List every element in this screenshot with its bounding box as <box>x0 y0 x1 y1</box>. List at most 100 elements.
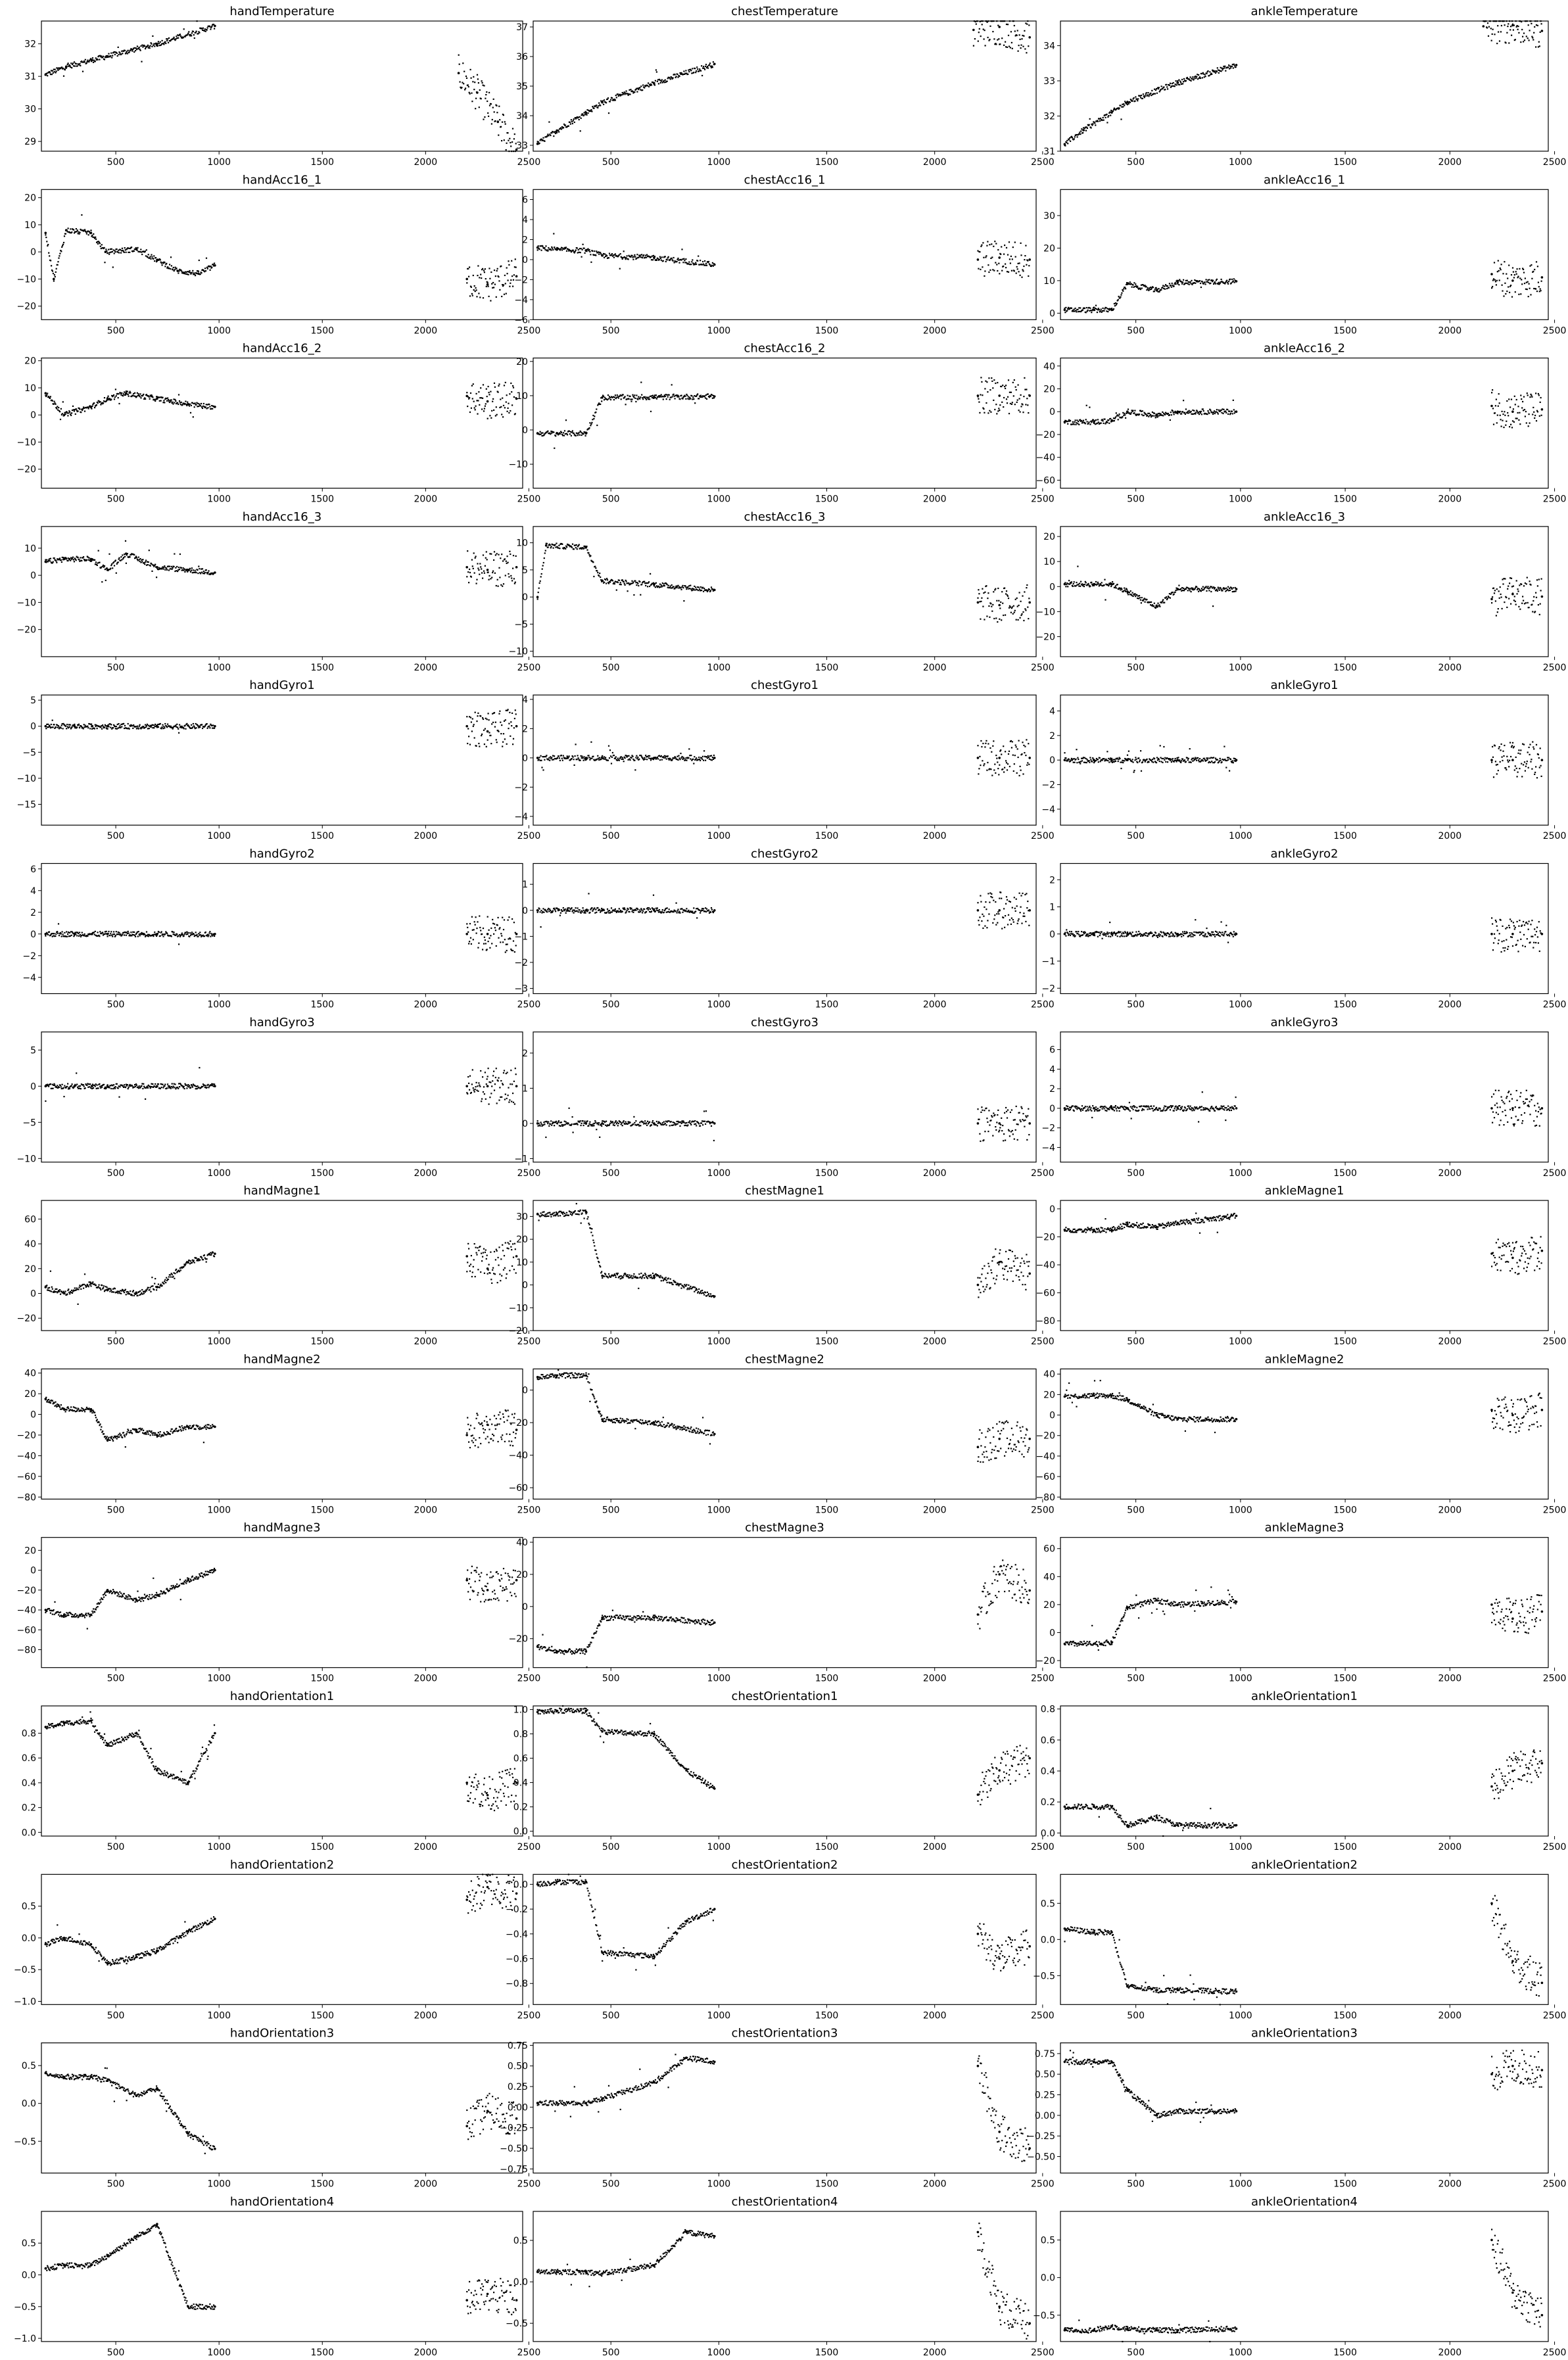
data-point <box>92 61 95 63</box>
data-point <box>1009 606 1011 608</box>
data-point <box>91 405 93 408</box>
data-point <box>664 395 666 398</box>
y-tick-label: 20 <box>1043 532 1055 542</box>
data-point <box>72 559 74 561</box>
data-point <box>506 267 508 269</box>
data-point <box>1001 591 1003 593</box>
data-point <box>551 132 553 134</box>
x-tick-label: 1500 <box>310 157 334 168</box>
data-point <box>1088 124 1090 126</box>
x-tick-label: 1500 <box>1333 663 1357 673</box>
data-point <box>697 68 699 70</box>
data-point <box>1518 293 1520 295</box>
data-point <box>1514 291 1516 293</box>
data-point <box>636 257 638 259</box>
data-point <box>1191 283 1193 285</box>
data-point <box>1493 262 1496 264</box>
data-point <box>1003 614 1005 617</box>
data-point <box>587 248 589 250</box>
data-point <box>663 80 665 82</box>
data-points <box>44 214 518 302</box>
data-point <box>995 588 997 590</box>
x-tick-label: 1500 <box>815 325 839 336</box>
data-point <box>81 214 83 216</box>
data-point <box>699 588 701 590</box>
data-point <box>208 570 210 572</box>
data-point <box>475 582 477 584</box>
data-point <box>71 726 73 728</box>
data-point <box>172 266 174 269</box>
data-point <box>565 247 567 248</box>
data-point <box>1076 422 1078 424</box>
data-point <box>490 390 492 392</box>
data-point <box>1211 279 1213 281</box>
data-point <box>51 70 53 72</box>
data-point <box>979 251 981 253</box>
data-point <box>83 556 85 558</box>
data-point <box>469 716 471 718</box>
data-points <box>44 709 518 747</box>
data-point <box>710 586 713 588</box>
data-point <box>636 394 638 396</box>
data-point <box>996 264 998 266</box>
data-point <box>1180 82 1182 83</box>
data-point <box>981 597 983 599</box>
data-point <box>671 396 673 398</box>
data-point <box>1012 613 1014 615</box>
data-points <box>1063 260 1544 314</box>
data-point <box>1214 70 1216 72</box>
data-point <box>472 81 474 83</box>
data-point <box>107 395 109 397</box>
data-point <box>620 398 622 400</box>
data-point <box>1148 289 1150 291</box>
data-point <box>1118 295 1120 298</box>
data-point <box>1017 262 1019 264</box>
data-point <box>1007 34 1010 36</box>
data-point <box>673 395 675 397</box>
data-point <box>574 250 576 252</box>
data-point <box>1007 598 1010 600</box>
data-point-anchor <box>515 148 518 151</box>
data-point <box>1006 46 1009 48</box>
data-point <box>703 263 705 265</box>
data-point <box>1193 282 1195 284</box>
data-point <box>154 725 156 727</box>
data-point <box>660 394 662 396</box>
data-point <box>183 28 185 30</box>
data-point <box>206 408 208 410</box>
data-point <box>673 256 675 259</box>
data-point <box>193 725 195 727</box>
x-tick-label: 1000 <box>1229 325 1252 336</box>
data-point-anchor <box>1110 582 1113 586</box>
data-point <box>1094 584 1097 586</box>
data-point <box>118 53 120 56</box>
data-point <box>1064 307 1066 310</box>
data-point <box>504 407 506 409</box>
data-point <box>998 600 1000 602</box>
data-point <box>1232 399 1234 401</box>
data-point <box>472 725 474 727</box>
data-point <box>1105 423 1106 425</box>
data-point <box>49 71 51 73</box>
data-point <box>1115 108 1117 110</box>
data-point <box>488 392 490 394</box>
data-point <box>503 385 506 387</box>
data-point <box>1005 398 1008 400</box>
data-point <box>1178 411 1180 413</box>
data-point <box>60 250 62 252</box>
data-point <box>98 400 100 402</box>
data-point <box>995 43 997 45</box>
data-point <box>607 582 609 584</box>
data-point <box>1535 392 1537 394</box>
data-point <box>649 256 651 258</box>
data-point <box>146 561 149 563</box>
data-point <box>1210 590 1212 593</box>
data-point-anchor <box>214 24 216 28</box>
data-point <box>703 588 705 590</box>
data-point <box>1520 41 1522 43</box>
data-point <box>691 72 693 74</box>
data-point <box>669 398 671 400</box>
data-point <box>621 256 623 258</box>
data-point <box>993 617 995 620</box>
data-point <box>1525 35 1527 37</box>
